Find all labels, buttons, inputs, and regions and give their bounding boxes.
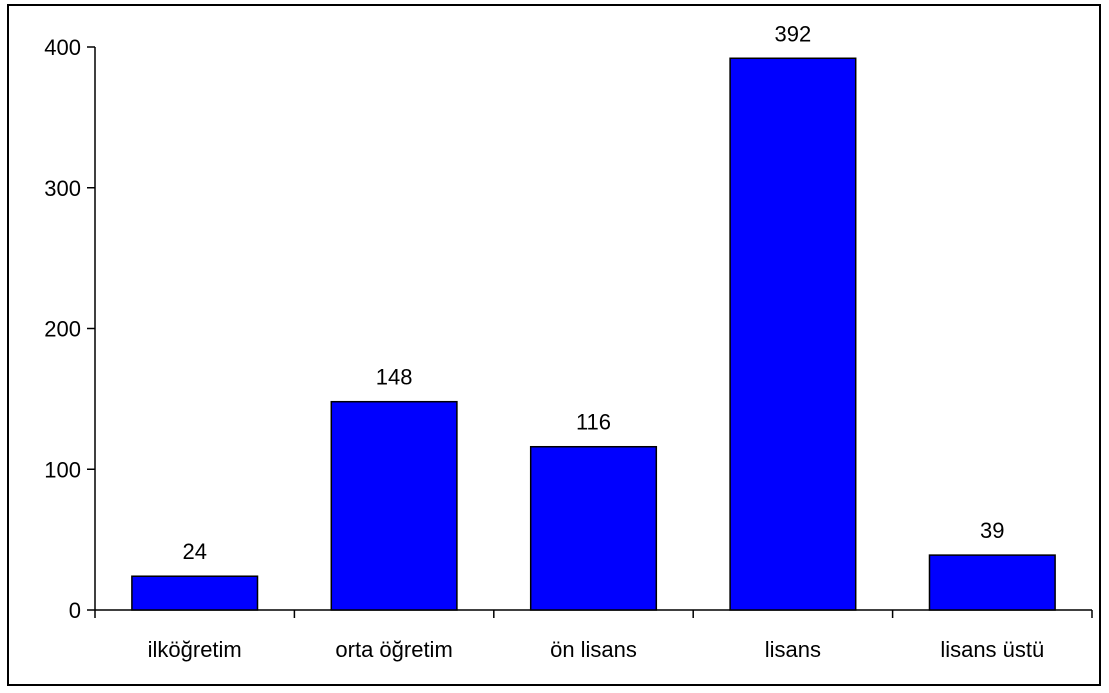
y-tick-label: 0 [69,598,81,623]
x-category-label: lisans üstü [940,637,1044,662]
bars [131,57,1056,611]
bar [928,554,1056,611]
y-tick-label: 300 [44,176,81,201]
labels: 0 100 200 300 400 24 ilköğretim 148 orta öğretim… [44,21,1044,662]
bar [729,57,857,611]
y-tick-label: 200 [44,317,81,342]
data-label: 148 [376,365,413,390]
x-category-label: orta öğretim [335,637,452,662]
y-tick-label: 400 [44,35,81,60]
x-category-label: ön lisans [550,637,637,662]
bar [529,445,658,611]
x-category-label: lisans [765,637,821,662]
data-label: 39 [980,518,1004,543]
bar [131,575,259,611]
y-tick-label: 100 [44,457,81,482]
data-label: 116 [576,410,611,435]
data-label: 24 [182,539,206,564]
data-label: 392 [775,21,812,46]
x-category-label: ilköğretim [148,637,242,662]
bar [330,400,458,611]
